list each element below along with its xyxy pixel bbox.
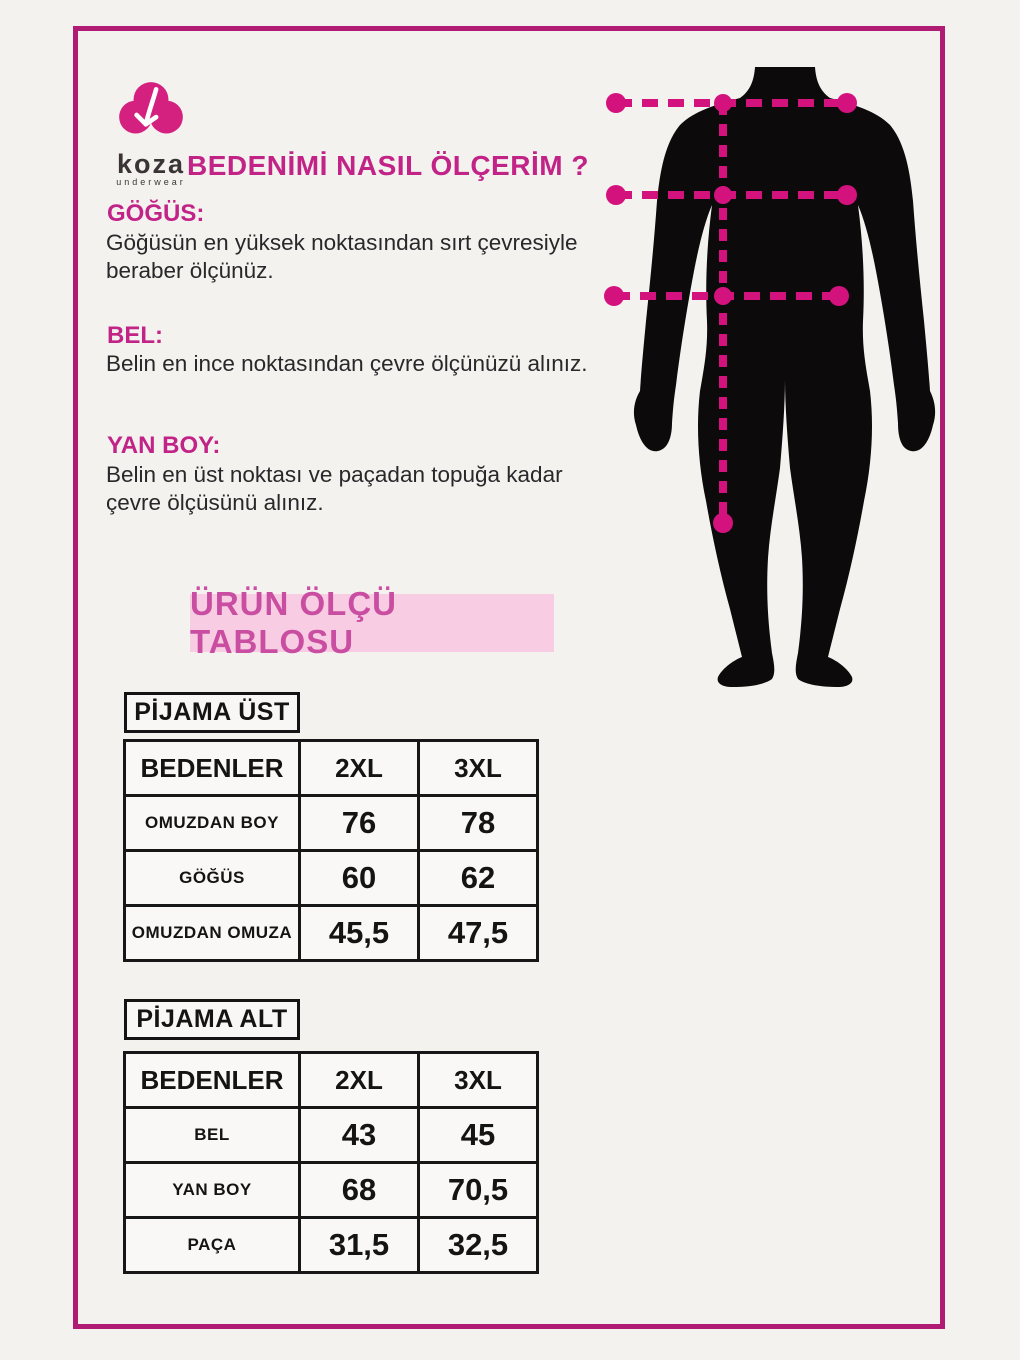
section-text-yan-boy: Belin en üst noktası ve paçadan topuğa k… bbox=[106, 462, 563, 515]
size-table-pijama-alt: BEDENLER 2XL 3XL BEL 43 45 YAN BOY 68 70… bbox=[123, 1051, 539, 1274]
measurement-value-cell: 78 bbox=[417, 794, 539, 852]
table-title-pijama-alt: PİJAMA ALT bbox=[124, 999, 300, 1040]
section-text-bel: Belin en ince noktasından çevre ölçünüzü… bbox=[106, 351, 588, 376]
section-label-yan-boy: YAN BOY: bbox=[107, 432, 221, 459]
size-table-banner: ÜRÜN ÖLÇÜ TABLOSU bbox=[190, 585, 554, 660]
measurement-value-cell: 31,5 bbox=[298, 1216, 420, 1274]
koza-cocoon-logo-icon bbox=[119, 82, 183, 134]
table-header-row: BEDENLER 2XL 3XL bbox=[123, 1051, 539, 1109]
column-header-bedenler: BEDENLER bbox=[123, 739, 301, 797]
measurement-label-cell: OMUZDAN OMUZA bbox=[123, 904, 301, 962]
table-title-pijama-ust: PİJAMA ÜST bbox=[124, 692, 300, 733]
page-title: BEDENİMİ NASIL ÖLÇERİM ? bbox=[187, 150, 589, 181]
table-row: GÖĞÜS 60 62 bbox=[123, 849, 539, 907]
table-row: PAÇA 31,5 32,5 bbox=[123, 1216, 539, 1274]
measurement-label-cell: BEL bbox=[123, 1106, 301, 1164]
column-header-2xl: 2XL bbox=[298, 739, 420, 797]
brand-subtitle: underwear bbox=[116, 177, 186, 187]
body-measurement-figure bbox=[600, 53, 940, 697]
section-label-bel: BEL: bbox=[107, 322, 163, 349]
measurement-value-cell: 45 bbox=[417, 1106, 539, 1164]
section-label-gogus: GÖĞÜS: bbox=[107, 200, 205, 227]
measurement-value-cell: 32,5 bbox=[417, 1216, 539, 1274]
column-header-3xl: 3XL bbox=[417, 739, 539, 797]
measurement-label-cell: OMUZDAN BOY bbox=[123, 794, 301, 852]
column-header-bedenler: BEDENLER bbox=[123, 1051, 301, 1109]
size-table-pijama-ust: BEDENLER 2XL 3XL OMUZDAN BOY 76 78 GÖĞÜS… bbox=[123, 739, 539, 962]
table-row: YAN BOY 68 70,5 bbox=[123, 1161, 539, 1219]
page-border-frame bbox=[73, 26, 945, 1329]
table-row: OMUZDAN BOY 76 78 bbox=[123, 794, 539, 852]
measurement-value-cell: 62 bbox=[417, 849, 539, 907]
male-silhouette-icon bbox=[604, 67, 936, 687]
measurement-label-cell: YAN BOY bbox=[123, 1161, 301, 1219]
measurement-value-cell: 47,5 bbox=[417, 904, 539, 962]
measurement-value-cell: 76 bbox=[298, 794, 420, 852]
brand-name: koza bbox=[116, 149, 186, 179]
table-row: OMUZDAN OMUZA 45,5 47,5 bbox=[123, 904, 539, 962]
table-header-row: BEDENLER 2XL 3XL bbox=[123, 739, 539, 797]
column-header-3xl: 3XL bbox=[417, 1051, 539, 1109]
measurement-label-cell: PAÇA bbox=[123, 1216, 301, 1274]
measurement-value-cell: 45,5 bbox=[298, 904, 420, 962]
measurement-value-cell: 60 bbox=[298, 849, 420, 907]
column-header-2xl: 2XL bbox=[298, 1051, 420, 1109]
section-text-gogus: Göğüsün en yüksek noktasından sırt çevre… bbox=[106, 230, 578, 283]
measurement-value-cell: 68 bbox=[298, 1161, 420, 1219]
measurement-lines bbox=[604, 93, 857, 533]
measurement-label-cell: GÖĞÜS bbox=[123, 849, 301, 907]
table-row: BEL 43 45 bbox=[123, 1106, 539, 1164]
measurement-value-cell: 43 bbox=[298, 1106, 420, 1164]
brand-logo: koza underwear bbox=[96, 78, 206, 187]
measurement-value-cell: 70,5 bbox=[417, 1161, 539, 1219]
